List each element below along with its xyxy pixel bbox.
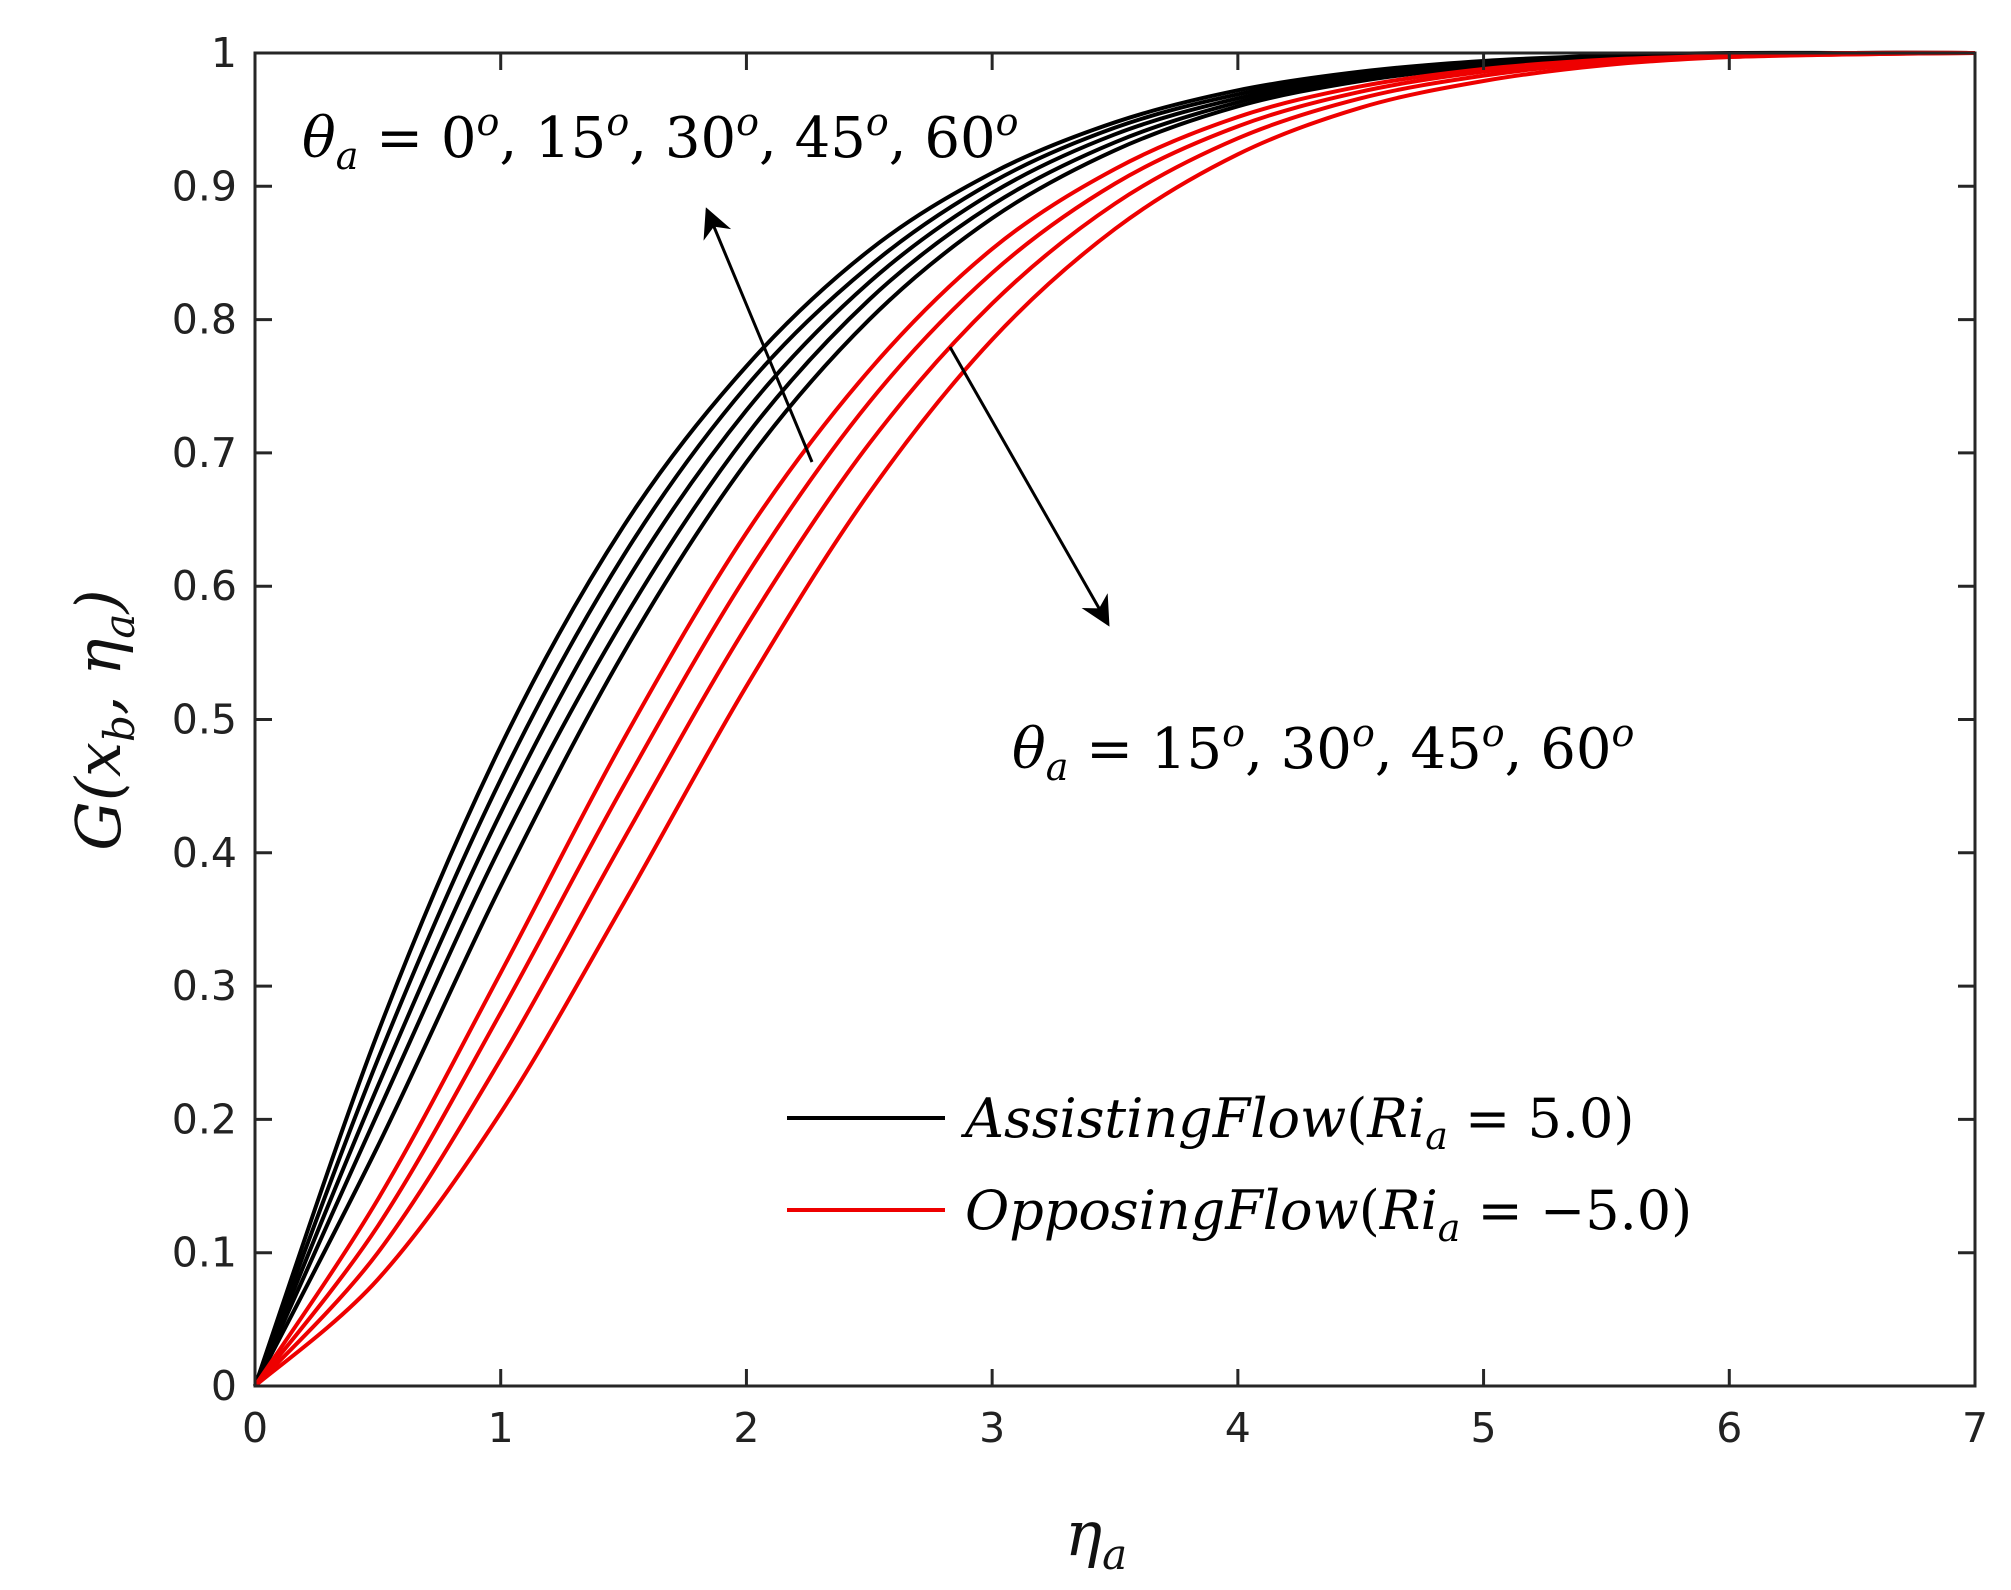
y-tick-label: 1 xyxy=(211,29,237,77)
x-tick-label: 4 xyxy=(1225,1404,1251,1452)
x-tick-label: 2 xyxy=(733,1404,759,1452)
y-tick-label: 0.3 xyxy=(172,962,237,1010)
y-tick-label: 0.4 xyxy=(172,829,237,877)
y-tick-labels: 0 0.1 0.2 0.3 0.4 0.5 0.6 0.7 0.8 0.9 1 xyxy=(172,29,237,1410)
x-tick-label: 6 xyxy=(1716,1404,1742,1452)
opposing-theta-annotation: θa = 15o, 30o, 45o, 60o xyxy=(1012,711,1634,789)
axis-ticks xyxy=(253,51,1977,1388)
series-line-opposing-theta-60 xyxy=(253,51,1976,1388)
x-axis-label: ηa xyxy=(1065,1497,1127,1579)
y-tick-label: 0.6 xyxy=(172,562,237,610)
opposing-trend-arrow xyxy=(948,346,1110,627)
y-axis-label: G(xb, ηa) xyxy=(62,589,144,850)
legend: AssistingFlow(Ria = 5.0) OpposingFlow(Ri… xyxy=(787,1087,1692,1250)
y-tick-label: 0 xyxy=(211,1362,237,1410)
y-tick-label: 0.5 xyxy=(172,696,237,744)
x-tick-labels: 0 1 2 3 4 5 6 7 xyxy=(242,1404,1988,1452)
x-tick-label: 3 xyxy=(979,1404,1005,1452)
x-tick-label: 7 xyxy=(1962,1404,1988,1452)
legend-label-assisting: AssistingFlow(Ria = 5.0) xyxy=(960,1087,1634,1158)
series-curves xyxy=(253,50,1976,1388)
x-tick-label: 5 xyxy=(1471,1404,1497,1452)
assisting-theta-annotation: θa = 0o, 15o, 30o, 45o, 60o xyxy=(302,100,1019,178)
legend-label-opposing: OpposingFlow(Ria = −5.0) xyxy=(965,1179,1692,1250)
y-tick-label: 0.2 xyxy=(172,1095,237,1143)
x-axis-label-subscript: a xyxy=(1102,1530,1127,1579)
y-tick-label: 0.9 xyxy=(172,162,237,210)
y-tick-label: 0.7 xyxy=(172,429,237,477)
y-tick-label: 0.8 xyxy=(172,296,237,344)
y-tick-label: 0.1 xyxy=(172,1229,237,1277)
x-tick-label: 1 xyxy=(488,1404,514,1452)
x-tick-label: 0 xyxy=(242,1404,268,1452)
assisting-trend-arrow xyxy=(703,207,814,463)
